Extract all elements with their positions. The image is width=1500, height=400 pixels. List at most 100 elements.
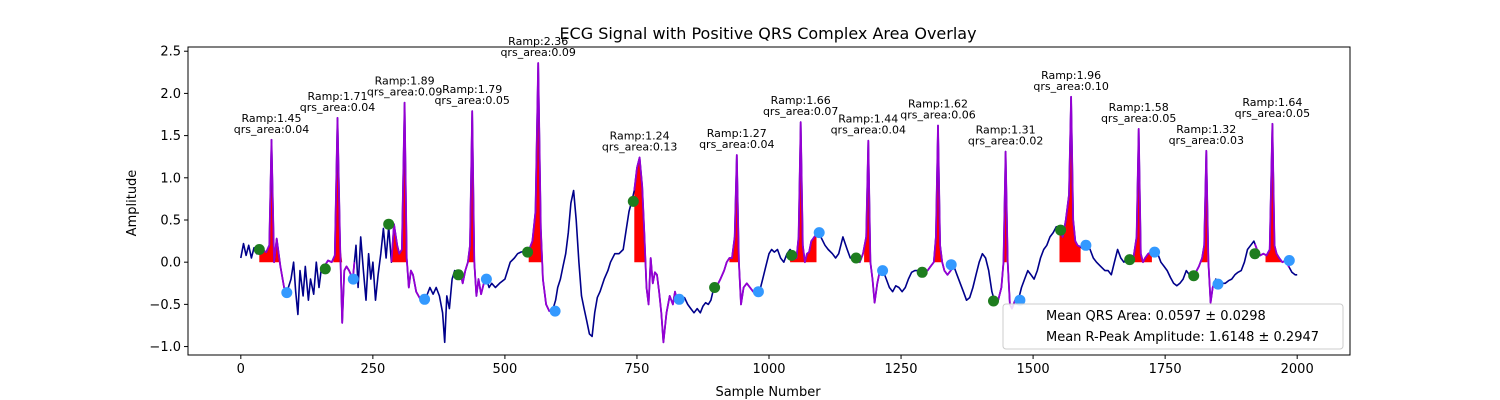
s-point-marker [877, 265, 889, 277]
x-tick-label: 500 [492, 362, 517, 377]
qrs-area-label: qrs_area:0.04 [300, 101, 375, 114]
r-peak-amplitude-label: Ramp:1.32 [1176, 123, 1236, 136]
r-peak-amplitude-label: Ramp:1.45 [241, 112, 301, 125]
y-tick-label: 0.0 [160, 256, 181, 271]
r-peak-amplitude-label: Ramp:2.36 [508, 35, 568, 48]
x-tick-label: 750 [625, 362, 650, 377]
r-peak-amplitude-label: Ramp:1.62 [908, 98, 968, 111]
q-point-marker [1249, 248, 1261, 260]
qrs-area-fill [790, 122, 817, 263]
chart-title: ECG Signal with Positive QRS Complex Are… [559, 24, 976, 43]
r-peak-amplitude-label: Ramp:1.71 [307, 90, 367, 103]
q-point-marker [319, 263, 331, 275]
qrs-area-fill [634, 157, 645, 263]
y-axis-label: Amplitude [125, 170, 140, 237]
s-point-marker [752, 286, 764, 298]
q-point-marker [1124, 254, 1136, 266]
r-peak-amplitude-label: Ramp:1.89 [375, 75, 435, 88]
plot-area: Ramp:1.45qrs_area:0.04Ramp:1.71qrs_area:… [234, 35, 1310, 344]
qrs-area-label: qrs_area:0.05 [434, 94, 509, 107]
q-point-marker [452, 269, 464, 281]
qrs-area-label: qrs_area:0.10 [1033, 80, 1108, 93]
qrs-area-label: qrs_area:0.04 [699, 138, 774, 151]
qrs-segment-line [794, 121, 818, 264]
qrs-segment-line [528, 62, 553, 313]
y-tick-label: 1.0 [160, 171, 181, 186]
q-point-marker [1188, 270, 1200, 282]
x-axis: 0 250 500 750 1000 1250 1500 1750 2000 [237, 355, 1314, 377]
s-point-marker [281, 287, 293, 299]
y-tick-label: 2.5 [160, 45, 181, 60]
q-point-marker [1055, 224, 1067, 236]
s-point-marker [480, 273, 492, 285]
qrs-segment-line [713, 154, 759, 306]
qrs-area-label: qrs_area:0.06 [900, 109, 975, 122]
x-tick-label: 2000 [1281, 362, 1314, 377]
y-axis: −1.0 −0.5 0.0 0.5 1.0 1.5 2.0 2.5 [149, 45, 188, 355]
qrs-segment-line [456, 110, 488, 297]
s-point-marker [1149, 246, 1161, 258]
q-point-marker [786, 249, 798, 261]
x-tick-label: 1000 [752, 362, 785, 377]
q-point-marker [709, 282, 721, 293]
legend-entry-mean-r-peak-amplitude: Mean R-Peak Amplitude: 1.6148 ± 0.2947 [1046, 330, 1319, 345]
q-point-marker [850, 252, 862, 264]
x-axis-label: Sample Number [715, 385, 821, 400]
x-tick-label: 1750 [1149, 362, 1182, 377]
legend-entry-mean-qrs-area: Mean QRS Area: 0.0597 ± 0.0298 [1046, 309, 1266, 324]
r-peak-amplitude-label: Ramp:1.44 [838, 113, 898, 126]
r-peak-amplitude-label: Ramp:1.58 [1109, 101, 1169, 114]
qrs-area-label: qrs_area:0.07 [763, 105, 838, 118]
r-peak-amplitude-label: Ramp:1.66 [771, 94, 831, 107]
s-point-marker [1283, 255, 1295, 266]
qrs-area-label: qrs_area:0.04 [831, 124, 906, 137]
qrs-segment-line [321, 117, 356, 324]
qrs-area-label: qrs_area:0.09 [367, 86, 442, 99]
s-point-marker [813, 227, 825, 239]
y-tick-label: 1.5 [160, 129, 181, 144]
y-tick-label: 0.5 [160, 213, 181, 228]
qrs-segment-line [921, 124, 952, 276]
x-tick-label: 1500 [1017, 362, 1050, 377]
q-point-marker [627, 195, 639, 207]
qrs-area-fill [864, 140, 872, 263]
r-peak-amplitude-label: Ramp:1.96 [1041, 69, 1101, 82]
x-tick-label: 1250 [884, 362, 917, 377]
qrs-area-label: qrs_area:0.04 [234, 123, 309, 136]
s-point-marker [673, 293, 685, 305]
qrs-area-label: qrs_area:0.05 [1235, 107, 1310, 120]
qrs-area-label: qrs_area:0.13 [602, 141, 677, 154]
q-point-marker [383, 218, 395, 230]
qrs-area-label: qrs_area:0.09 [500, 46, 575, 59]
r-peak-amplitude-label: Ramp:1.27 [707, 127, 767, 140]
qrs-area-fill [1199, 150, 1208, 263]
r-peak-amplitude-label: Ramp:1.31 [976, 124, 1036, 137]
qrs-area-label: qrs_area:0.05 [1101, 112, 1176, 125]
s-point-marker [1080, 239, 1092, 251]
legend-box [1002, 303, 1344, 350]
r-peak-amplitude-label: Ramp:1.24 [610, 130, 670, 143]
y-tick-label: −1.0 [149, 340, 181, 355]
y-tick-label: −0.5 [149, 298, 181, 313]
q-point-marker [522, 246, 534, 258]
r-peak-amplitude-label: Ramp:1.64 [1242, 96, 1302, 109]
q-point-marker [916, 266, 928, 278]
qrs-area-label: qrs_area:0.03 [1169, 134, 1244, 147]
qrs-area-label: qrs_area:0.02 [968, 135, 1043, 148]
q-point-marker [988, 295, 999, 307]
x-tick-label: 0 [237, 362, 245, 377]
s-point-marker [549, 305, 561, 317]
qrs-segment-line [633, 156, 680, 344]
qrs-segment-line [390, 101, 424, 301]
legend: Mean QRS Area: 0.0597 ± 0.0298 Mean R-Pe… [1002, 303, 1344, 350]
x-tick-label: 250 [360, 362, 385, 377]
y-tick-label: 2.0 [160, 87, 181, 102]
s-point-marker [419, 293, 431, 305]
qrs-area-fill [932, 125, 944, 263]
s-point-marker [347, 273, 359, 285]
r-peak-amplitude-label: Ramp:1.79 [442, 83, 502, 96]
s-point-marker [1014, 294, 1026, 306]
q-point-marker [253, 244, 265, 255]
s-point-marker [1212, 278, 1224, 290]
